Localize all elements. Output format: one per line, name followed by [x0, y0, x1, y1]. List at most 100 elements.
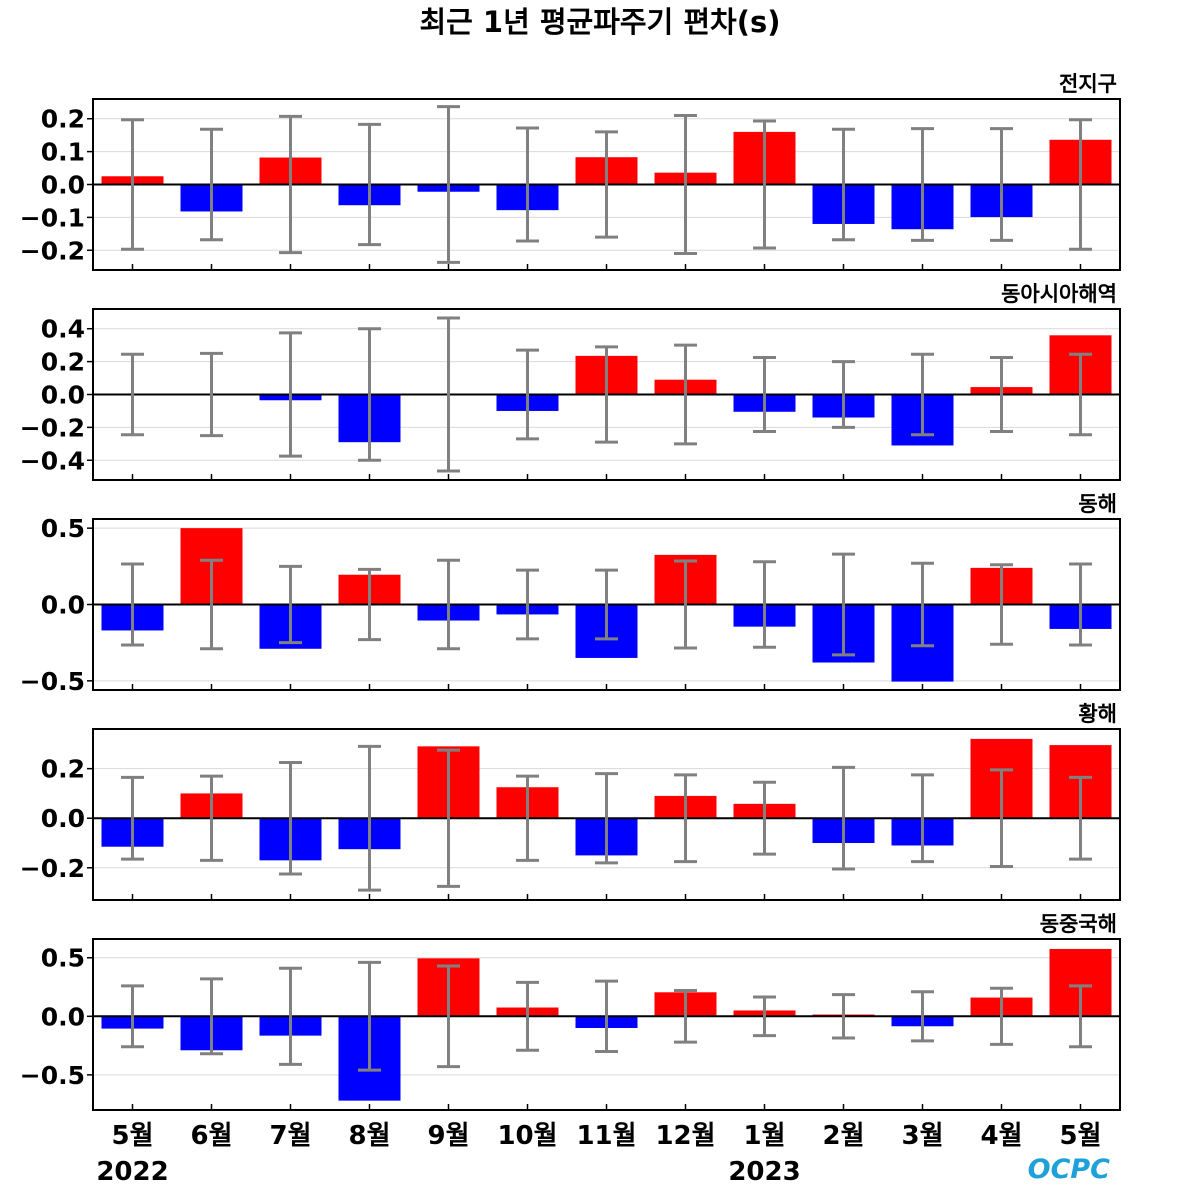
panel-frame	[92, 308, 1121, 481]
error-bar	[832, 552, 855, 657]
y-tick-label: 0.2	[41, 348, 85, 377]
y-tick-label: 0.0	[41, 171, 85, 200]
error-bar	[990, 986, 1013, 1046]
error-bar	[121, 352, 144, 437]
error-bar	[674, 113, 697, 256]
panel-1: 전지구 0.2 0.1 0.0 −0.1 −0.2	[20, 72, 1121, 271]
x-tick-label: 2월	[822, 1121, 864, 1151]
error-bar	[121, 562, 144, 647]
y-tick-label: −0.4	[20, 446, 85, 475]
error-bar	[753, 119, 776, 250]
error-bar	[200, 774, 223, 862]
error-bar	[911, 127, 934, 242]
y-tick-label: 0.0	[41, 381, 85, 410]
y-tick-label: 0.2	[41, 755, 85, 784]
logo-text: OCPC	[1028, 1154, 1111, 1185]
y-tick-label: −0.5	[20, 667, 85, 696]
error-bar	[674, 559, 697, 650]
x-tick-label: 4월	[980, 1121, 1022, 1151]
y-tick-label: 0.0	[41, 804, 85, 833]
error-bar	[437, 105, 460, 264]
x-tick-label: 10월	[497, 1121, 557, 1151]
error-bar	[1069, 352, 1092, 437]
error-bar	[990, 356, 1013, 433]
panel-frame	[92, 518, 1121, 691]
x-tick-label: 5월	[1059, 1121, 1101, 1151]
x-tick-label: 9월	[427, 1121, 469, 1151]
y-tick-label: −0.2	[20, 236, 85, 265]
error-bar	[595, 345, 618, 444]
error-bar	[753, 780, 776, 856]
x-tick-label: 7월	[269, 1121, 311, 1151]
error-bar	[595, 130, 618, 239]
y-tick-label: −0.2	[20, 413, 85, 442]
x-tick-label: 8월	[348, 1121, 390, 1151]
error-bar	[516, 126, 539, 243]
error-bar	[674, 343, 697, 446]
y-tick-label: 0.2	[41, 105, 85, 134]
panel-3: 동해 0.5 0.0 −0.5	[20, 492, 1121, 696]
panel-frame	[92, 728, 1121, 901]
panel-frame	[92, 98, 1121, 271]
error-bar	[516, 980, 539, 1052]
error-bar	[1069, 562, 1092, 647]
error-bar	[200, 351, 223, 438]
error-bar	[358, 567, 381, 642]
error-bar	[279, 760, 302, 876]
error-bar	[832, 765, 855, 871]
error-bar	[753, 356, 776, 433]
panel-5: 동중국해 0.5 0.0 −0.5	[20, 912, 1121, 1111]
error-bar	[358, 122, 381, 247]
figure-title: 최근 1년 평균파주기 편차(s)	[419, 5, 780, 39]
x-tick-label: 12월	[655, 1121, 715, 1151]
error-bar	[832, 127, 855, 242]
error-bar	[990, 127, 1013, 242]
year-label: 2023	[728, 1157, 800, 1187]
error-bar	[121, 775, 144, 861]
y-tick-label: 0.1	[41, 138, 85, 167]
panel-4: 황해 0.2 0.0 −0.2	[20, 702, 1121, 901]
year-label: 2022	[96, 1157, 168, 1187]
y-tick-label: 0.5	[41, 514, 85, 543]
error-bar	[911, 561, 934, 648]
y-tick-label: −0.5	[20, 1061, 85, 1090]
chart-panels: 전지구 0.2 0.1 0.0 −0.1 −0.2 동아시아해역 0.4 0.2 0.0 −0.2 −…	[20, 72, 1121, 1111]
y-tick-label: 0.5	[41, 944, 85, 973]
error-bar	[200, 558, 223, 651]
x-tick-label: 3월	[901, 1121, 943, 1151]
error-bar	[753, 995, 776, 1038]
error-bar	[279, 114, 302, 255]
error-bar	[358, 744, 381, 892]
error-bar	[358, 327, 381, 462]
error-bar	[200, 127, 223, 242]
error-bar	[437, 316, 460, 473]
ocpc-logo: OCPC	[1028, 1154, 1111, 1185]
y-tick-label: 0.0	[41, 1002, 85, 1031]
error-bar	[1069, 984, 1092, 1049]
panel-frame	[92, 938, 1121, 1111]
error-bar	[753, 560, 776, 649]
x-tick-label: 11월	[576, 1121, 636, 1151]
error-bar	[279, 966, 302, 1066]
error-bar	[437, 964, 460, 1069]
y-tick-label: −0.1	[20, 203, 85, 232]
y-tick-label: 0.4	[41, 315, 85, 344]
panel-title: 동해	[1078, 492, 1117, 516]
error-bar	[832, 360, 855, 429]
error-bar	[437, 748, 460, 888]
error-bar	[279, 331, 302, 458]
panel-2: 동아시아해역 0.4 0.2 0.0 −0.2 −0.4	[20, 282, 1121, 481]
error-bar	[595, 979, 618, 1053]
panel-title: 황해	[1078, 702, 1117, 726]
panel-title: 전지구	[1059, 72, 1117, 96]
error-bar	[595, 772, 618, 865]
x-tick-label: 1월	[743, 1121, 785, 1151]
x-tick-label: 5월	[111, 1121, 153, 1151]
error-bar	[121, 984, 144, 1049]
error-bar	[1069, 118, 1092, 251]
error-bar	[911, 990, 934, 1043]
error-bar	[516, 774, 539, 862]
error-bar	[674, 773, 697, 864]
panel-title: 동중국해	[1040, 912, 1117, 936]
